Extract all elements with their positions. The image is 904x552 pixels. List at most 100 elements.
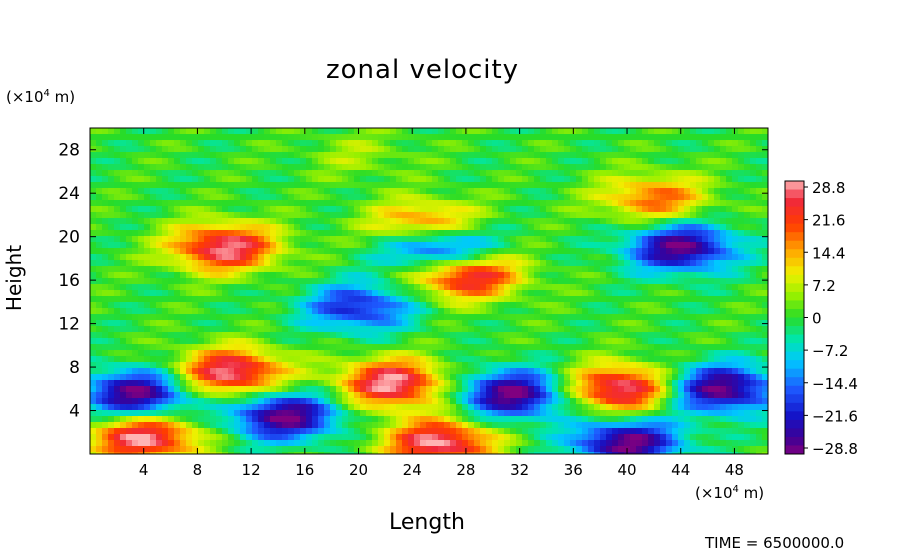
heatmap-cell xyxy=(546,374,553,381)
heatmap-cell xyxy=(582,308,589,315)
heatmap-cell xyxy=(486,266,493,273)
heatmap-cell xyxy=(654,230,661,237)
heatmap-cell xyxy=(708,326,715,333)
heatmap-cell xyxy=(744,326,751,333)
heatmap-cell xyxy=(396,290,403,297)
heatmap-cell xyxy=(534,314,541,321)
heatmap-cell xyxy=(198,260,205,267)
heatmap-cell xyxy=(114,380,121,387)
heatmap-cell xyxy=(588,224,595,231)
heatmap-cell xyxy=(252,272,259,279)
heatmap-cell xyxy=(276,278,283,285)
heatmap-cell xyxy=(450,230,457,237)
heatmap-cell xyxy=(648,272,655,279)
heatmap-cell xyxy=(126,356,133,363)
heatmap-cell xyxy=(486,368,493,375)
heatmap-cell xyxy=(750,128,757,135)
heatmap-cell xyxy=(618,218,625,225)
heatmap-cell xyxy=(144,230,151,237)
heatmap-cell xyxy=(252,230,259,237)
heatmap-cell xyxy=(408,230,415,237)
heatmap-cell xyxy=(516,230,523,237)
heatmap-cell xyxy=(462,380,469,387)
heatmap-cell xyxy=(342,278,349,285)
heatmap-cell xyxy=(294,146,301,153)
heatmap-cell xyxy=(150,248,157,255)
heatmap-cell xyxy=(498,338,505,345)
heatmap-cell xyxy=(126,272,133,279)
heatmap-cell xyxy=(498,344,505,351)
heatmap-cell xyxy=(474,380,481,387)
heatmap-cell xyxy=(450,272,457,279)
heatmap-cell xyxy=(312,302,319,309)
heatmap-cell xyxy=(504,320,511,327)
heatmap-cell xyxy=(402,380,409,387)
heatmap-cell xyxy=(360,302,367,309)
heatmap-cell xyxy=(90,236,97,243)
heatmap-cell xyxy=(402,296,409,303)
heatmap-cell xyxy=(618,278,625,285)
heatmap-cell xyxy=(258,368,265,375)
heatmap-cell xyxy=(564,200,571,207)
heatmap-cell xyxy=(132,392,139,399)
heatmap-cell xyxy=(528,176,535,183)
heatmap-cell xyxy=(546,236,553,243)
heatmap-cell xyxy=(480,140,487,147)
heatmap-cell xyxy=(180,356,187,363)
heatmap-cell xyxy=(300,140,307,147)
heatmap-cell xyxy=(636,248,643,255)
heatmap-cell xyxy=(696,314,703,321)
heatmap-cell xyxy=(210,230,217,237)
heatmap-cell xyxy=(510,332,517,339)
heatmap-cell xyxy=(630,230,637,237)
heatmap-cell xyxy=(432,344,439,351)
heatmap-cell xyxy=(378,170,385,177)
heatmap-cell xyxy=(468,152,475,159)
heatmap-cell xyxy=(234,344,241,351)
heatmap-cell xyxy=(318,236,325,243)
heatmap-cell xyxy=(492,224,499,231)
heatmap-cell xyxy=(198,290,205,297)
heatmap-cell xyxy=(336,134,343,141)
heatmap-cell xyxy=(600,194,607,201)
heatmap-cell xyxy=(648,302,655,309)
heatmap-cell xyxy=(426,224,433,231)
heatmap-cell xyxy=(426,290,433,297)
heatmap-cell xyxy=(606,236,613,243)
heatmap-cell xyxy=(696,200,703,207)
heatmap-cell xyxy=(420,290,427,297)
heatmap-cell xyxy=(630,344,637,351)
heatmap-cell xyxy=(276,308,283,315)
heatmap-cell xyxy=(234,146,241,153)
heatmap-cell xyxy=(612,326,619,333)
heatmap-cell xyxy=(498,332,505,339)
heatmap-cell xyxy=(210,266,217,273)
heatmap-cell xyxy=(642,176,649,183)
heatmap-cell xyxy=(492,272,499,279)
heatmap-cell xyxy=(504,380,511,387)
heatmap-cell xyxy=(624,308,631,315)
heatmap-cell xyxy=(630,254,637,261)
heatmap-cell xyxy=(552,308,559,315)
heatmap-cell xyxy=(408,128,415,135)
heatmap-cell xyxy=(558,350,565,357)
heatmap-cell xyxy=(282,266,289,273)
heatmap-cell xyxy=(414,164,421,171)
heatmap-cell xyxy=(432,194,439,201)
heatmap-cell xyxy=(540,182,547,189)
heatmap-cell xyxy=(222,224,229,231)
heatmap-cell xyxy=(390,284,397,291)
heatmap-cell xyxy=(318,134,325,141)
heatmap-cell xyxy=(366,266,373,273)
heatmap-cell xyxy=(174,278,181,285)
heatmap-cell xyxy=(618,368,625,375)
heatmap-cell xyxy=(342,236,349,243)
heatmap-cell xyxy=(486,182,493,189)
heatmap-cell xyxy=(372,170,379,177)
heatmap-cell xyxy=(354,374,361,381)
heatmap-cell xyxy=(264,212,271,219)
heatmap-cell xyxy=(114,200,121,207)
heatmap-cell xyxy=(372,296,379,303)
heatmap-cell xyxy=(420,320,427,327)
heatmap-cell xyxy=(744,212,751,219)
